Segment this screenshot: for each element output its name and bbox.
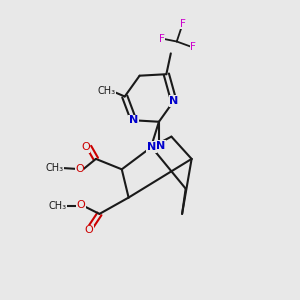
Text: O: O xyxy=(81,142,90,152)
Text: F: F xyxy=(180,19,186,29)
Text: F: F xyxy=(190,43,196,52)
Text: CH₃: CH₃ xyxy=(46,163,64,173)
Text: CH₃: CH₃ xyxy=(49,202,67,212)
Text: CH₃: CH₃ xyxy=(98,85,116,96)
Text: N: N xyxy=(156,140,165,151)
Text: O: O xyxy=(75,164,84,174)
Text: F: F xyxy=(159,34,165,44)
Text: O: O xyxy=(77,200,85,210)
Text: O: O xyxy=(85,225,93,235)
Text: N: N xyxy=(129,115,138,125)
Text: N: N xyxy=(169,96,178,106)
Text: N: N xyxy=(147,142,156,152)
